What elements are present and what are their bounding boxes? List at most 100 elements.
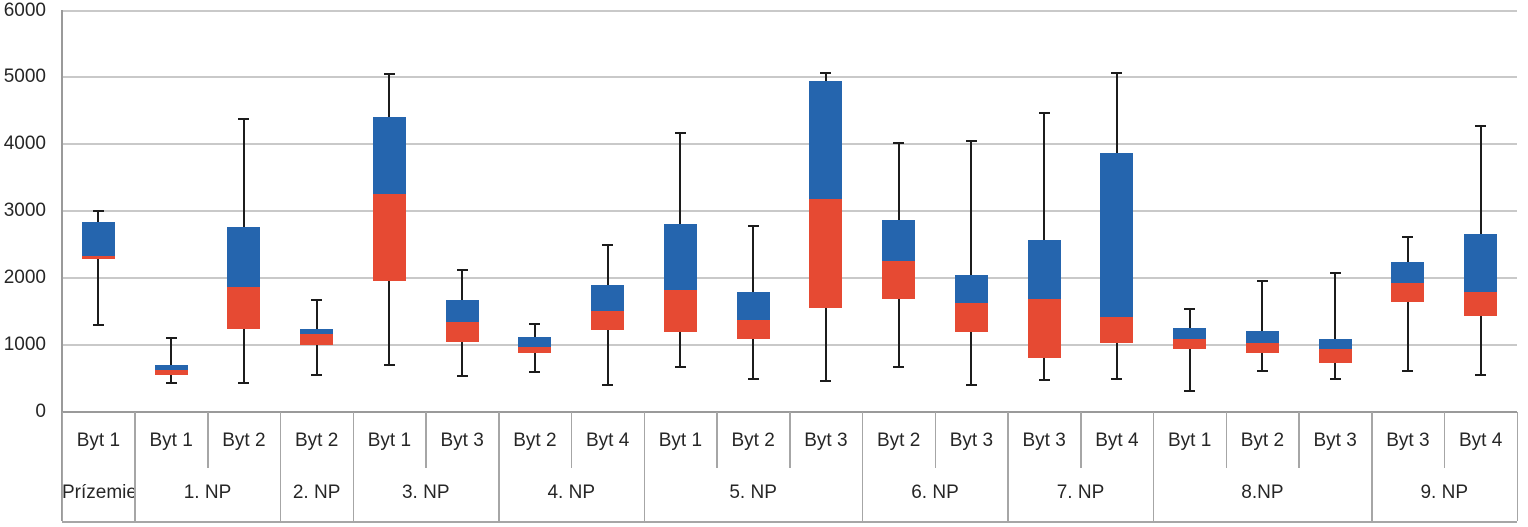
category-separator <box>1298 411 1300 468</box>
apartment-label: Byt 4 <box>1095 429 1139 451</box>
whisker-cap-top <box>674 131 686 134</box>
whisker-line <box>970 141 973 385</box>
whisker-cap-top <box>1111 72 1123 75</box>
whisker-cap-bottom <box>1038 379 1050 382</box>
apartment-label: Byt 2 <box>876 429 921 451</box>
box-upper-segment <box>1100 152 1134 318</box>
box-lower-segment <box>809 198 843 308</box>
whisker-cap-bottom <box>456 375 468 378</box>
whisker-cap-top <box>529 322 541 325</box>
table-bottom-border <box>62 521 1517 523</box>
y-axis-tick-label: 0 <box>35 400 46 422</box>
apartment-label: Byt 3 <box>1022 429 1066 451</box>
whisker-cap-bottom <box>820 380 832 383</box>
group-separator <box>279 411 282 521</box>
whisker-cap-bottom <box>1475 374 1487 377</box>
box-lower-segment <box>154 370 188 376</box>
box-upper-segment <box>736 291 770 320</box>
box-lower-segment <box>882 261 916 300</box>
whisker-cap-top <box>1038 112 1050 115</box>
box-upper-segment <box>663 223 697 290</box>
apartment-label: Byt 1 <box>76 429 121 451</box>
y-axis-tick-label: 2000 <box>3 266 46 288</box>
box-upper-segment <box>227 227 261 287</box>
gridline <box>62 9 1517 12</box>
whisker-cap-bottom <box>747 377 759 380</box>
apartment-label: Byt 3 <box>440 429 484 451</box>
box-upper-segment <box>1318 338 1352 350</box>
group-separator <box>352 411 354 521</box>
box-upper-segment <box>445 299 479 322</box>
box-upper-segment <box>591 284 625 312</box>
category-separator <box>716 411 718 468</box>
box-lower-segment <box>1318 349 1352 364</box>
whisker-cap-bottom <box>165 381 177 384</box>
box-lower-segment <box>591 311 625 330</box>
apartment-label: Byt 2 <box>222 429 266 451</box>
apartment-label: Byt 2 <box>731 429 775 451</box>
whisker-cap-top <box>1475 125 1487 128</box>
group-separator <box>1371 411 1373 521</box>
whisker-cap-bottom <box>238 382 250 385</box>
floor-label: 2. NP <box>292 481 341 503</box>
box-upper-segment <box>1173 327 1207 340</box>
whisker-cap-bottom <box>311 373 323 376</box>
whisker-cap-top <box>238 117 250 120</box>
box-upper-segment <box>1464 234 1498 292</box>
category-separator <box>1225 411 1227 468</box>
whisker-line <box>97 211 100 325</box>
box-upper-segment <box>154 364 188 371</box>
whisker-cap-bottom <box>965 383 977 386</box>
box-lower-segment <box>1464 291 1498 316</box>
whisker-cap-bottom <box>383 363 395 366</box>
whisker-cap-bottom <box>1184 390 1196 393</box>
floor-label: 5. NP <box>729 481 777 503</box>
box-lower-segment <box>1027 298 1061 359</box>
box-upper-segment <box>1391 262 1425 284</box>
y-axis-tick-label: 3000 <box>3 200 46 221</box>
y-axis-tick-label: 4000 <box>3 133 46 155</box>
gridline <box>62 76 1517 79</box>
apartment-label: Byt 2 <box>294 429 339 451</box>
apartment-label: Byt 2 <box>1240 429 1285 451</box>
floor-label: 7. NP <box>1056 481 1105 503</box>
apartment-label: Byt 2 <box>513 429 557 451</box>
whisker-line <box>1261 281 1264 372</box>
whisker-cap-top <box>820 72 832 75</box>
floor-label: 1. NP <box>183 481 232 503</box>
box-lower-segment <box>663 289 697 332</box>
category-separator <box>789 411 791 468</box>
apartment-label: Byt 1 <box>1167 429 1212 451</box>
box-upper-segment <box>81 221 115 256</box>
box-upper-segment <box>882 220 916 262</box>
whisker-line <box>1334 273 1337 380</box>
whisker-cap-top <box>1329 272 1341 275</box>
y-axis-tick-label: 1000 <box>3 333 46 355</box>
box-lower-segment <box>736 319 770 339</box>
box-lower-segment <box>445 321 479 342</box>
whisker-cap-top <box>1402 236 1414 239</box>
group-separator <box>643 411 645 521</box>
gridline <box>62 143 1517 146</box>
box-upper-segment <box>372 117 406 195</box>
whisker-cap-bottom <box>1111 378 1123 381</box>
apartment-label: Byt 1 <box>658 429 703 451</box>
box-lower-segment <box>954 303 988 332</box>
group-separator <box>498 411 500 521</box>
gridline <box>62 210 1517 212</box>
floor-label: 6. NP <box>911 481 959 503</box>
category-separator <box>425 411 427 468</box>
whisker-cap-bottom <box>1329 378 1341 381</box>
y-axis-tick-label: 5000 <box>3 66 46 88</box>
whisker-cap-bottom <box>1256 370 1268 373</box>
whisker-cap-top <box>602 244 614 247</box>
whisker-cap-top <box>965 140 977 143</box>
whisker-cap-bottom <box>1402 370 1414 373</box>
whisker-line <box>1188 308 1191 392</box>
box-lower-segment <box>81 255 115 260</box>
box-upper-segment <box>300 329 334 334</box>
group-separator <box>1007 411 1009 521</box>
floor-label: 3. NP <box>401 481 450 503</box>
whisker-cap-top <box>165 336 177 339</box>
